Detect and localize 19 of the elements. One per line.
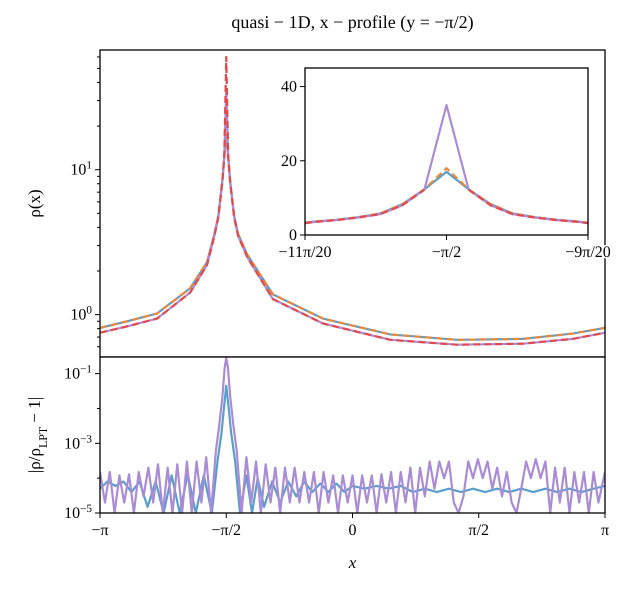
- y-tick-label: 10$^{−3}$: [64, 433, 92, 452]
- x-tick-label: π/2: [468, 522, 490, 539]
- y-tick-label: 0: [289, 227, 297, 244]
- y-tick-label: 10$^{1}$: [70, 160, 92, 179]
- x-tick-label: 0: [348, 522, 356, 539]
- chart-title: quasi − 1D, x − profile (y = −π/2): [231, 12, 474, 32]
- x-tick-label: −π/2: [432, 244, 462, 261]
- x-tick-label: π: [600, 522, 610, 539]
- x-tick-label: −11π/20: [278, 244, 332, 261]
- y-tick-label: 10$^{0}$: [70, 304, 92, 324]
- y-tick-label: 40: [281, 78, 297, 96]
- x-axis-title: x: [348, 553, 357, 572]
- y-axis-title: ρ(x): [25, 189, 44, 218]
- x-tick-label: −π: [91, 522, 109, 539]
- x-tick-label: −π/2: [211, 522, 242, 539]
- y-tick-label: 10$^{−1}$: [64, 364, 92, 383]
- y-tick-label: 20: [281, 152, 297, 170]
- y-tick-label: 10$^{−5}$: [64, 503, 92, 522]
- line-series: [100, 384, 605, 513]
